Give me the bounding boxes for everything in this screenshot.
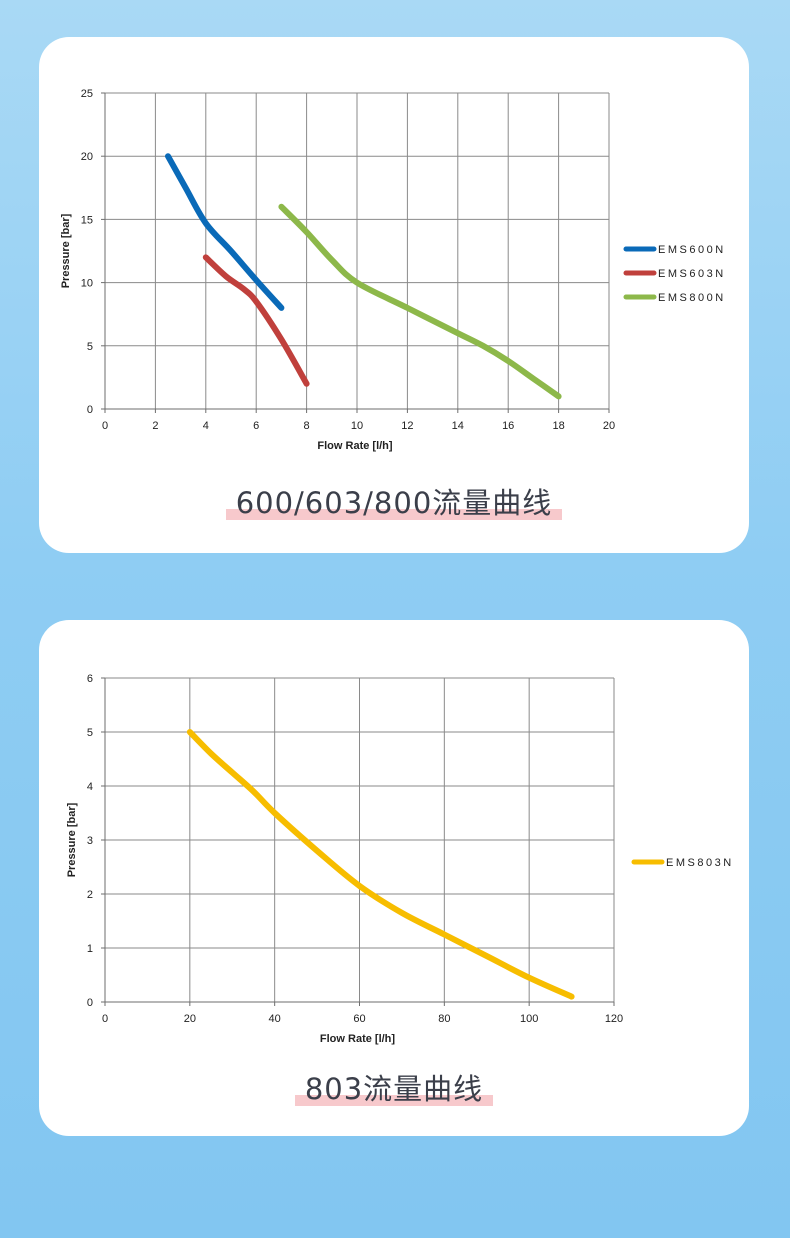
x-tick-label: 80 xyxy=(438,1013,450,1025)
x-tick-label: 40 xyxy=(269,1013,281,1025)
legend-label-ems803n: EMS803N xyxy=(666,857,734,869)
x-tick-label: 20 xyxy=(184,1013,196,1025)
x-tick-label: 14 xyxy=(452,420,464,432)
chart-card-2: 0 20 40 60 80 100 120 0 1 2 3 4 5 6 Flow Rate [l/h] Pre… xyxy=(39,620,749,1136)
caption-text-2: 803流量曲线 xyxy=(304,1072,484,1106)
y-tick-label: 3 xyxy=(87,835,93,847)
y-axis-title: Pressure [bar] xyxy=(60,213,72,288)
x-tick-label: 6 xyxy=(253,420,259,432)
caption-text-1: 600/603/800流量曲线 xyxy=(235,486,553,520)
series-line-ems803n xyxy=(186,729,575,1000)
y-tick-label: 5 xyxy=(87,727,93,739)
chart-caption-1: 600/603/800流量曲线 xyxy=(39,480,749,522)
x-tick-label: 18 xyxy=(552,420,564,432)
series-line-ems600n xyxy=(165,153,285,311)
series-line-ems800n xyxy=(278,203,562,400)
x-tick-label: 16 xyxy=(502,420,514,432)
x-tick-label: 4 xyxy=(203,420,209,432)
y-tick-label: 15 xyxy=(81,214,93,226)
legend-label-ems600n: EMS600N xyxy=(658,244,726,256)
x-tick-label: 10 xyxy=(351,420,363,432)
x-axis-title: Flow Rate [l/h] xyxy=(317,440,393,452)
x-tick-label: 20 xyxy=(603,420,615,432)
pressure-flow-chart-2: 0 20 40 60 80 100 120 0 1 2 3 4 5 6 Flow Rate [l/h] Pre… xyxy=(66,673,734,1045)
y-tick-label: 0 xyxy=(87,404,93,416)
x-tick-label: 0 xyxy=(102,1013,108,1025)
y-tick-label: 5 xyxy=(87,341,93,353)
legend-label-ems800n: EMS800N xyxy=(658,292,726,304)
legend-label-ems603n: EMS603N xyxy=(658,268,726,280)
x-tick-label: 8 xyxy=(304,420,310,432)
x-tick-label: 60 xyxy=(353,1013,365,1025)
y-tick-label: 0 xyxy=(87,997,93,1009)
pressure-flow-chart-1: 0 2 4 6 8 10 12 14 16 18 20 0 5 10 15 20 25 Flow Rate [l/… xyxy=(60,88,726,452)
y-tick-label: 25 xyxy=(81,88,93,100)
y-tick-label: 20 xyxy=(81,151,93,163)
chart-card-1: 0 2 4 6 8 10 12 14 16 18 20 0 5 10 15 20 25 Flow Rate [l/… xyxy=(39,37,749,553)
y-axis-title: Pressure [bar] xyxy=(66,802,78,877)
x-tick-label: 12 xyxy=(401,420,413,432)
x-axis-title: Flow Rate [l/h] xyxy=(320,1033,396,1045)
y-tick-label: 6 xyxy=(87,673,93,685)
y-tick-label: 1 xyxy=(87,943,93,955)
y-tick-label: 10 xyxy=(81,278,93,290)
x-tick-label: 0 xyxy=(102,420,108,432)
chart-caption-2: 803流量曲线 xyxy=(39,1066,749,1108)
y-tick-label: 4 xyxy=(87,781,93,793)
x-tick-label: 100 xyxy=(520,1013,538,1025)
y-tick-label: 2 xyxy=(87,889,93,901)
series-line-ems603n xyxy=(202,254,310,387)
x-tick-label: 120 xyxy=(605,1013,623,1025)
x-tick-label: 2 xyxy=(152,420,158,432)
